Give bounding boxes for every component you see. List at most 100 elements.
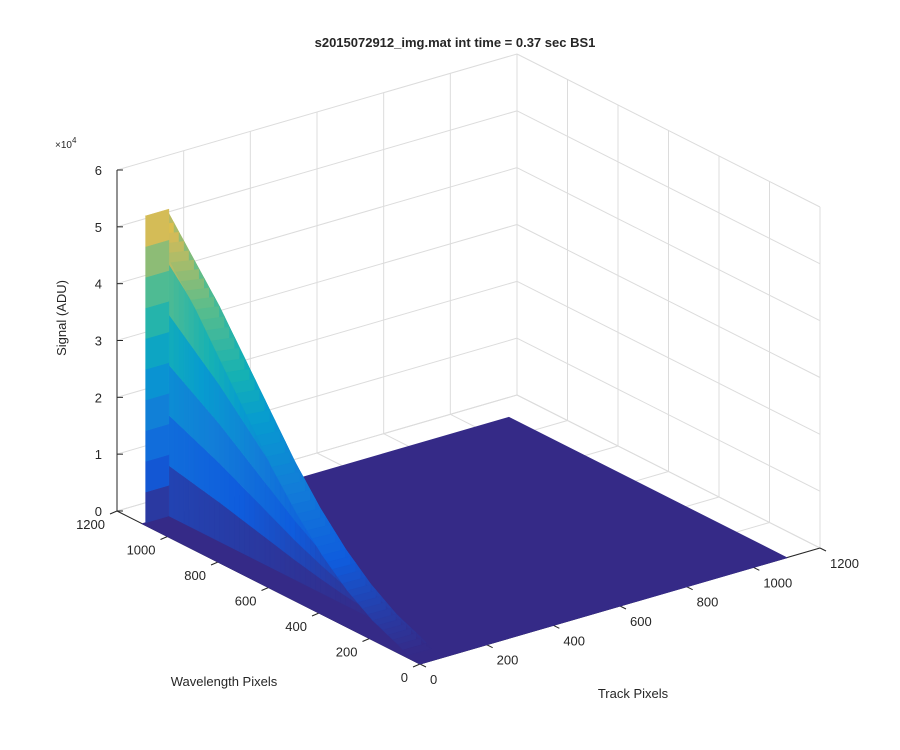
surface-side-patch <box>183 381 190 435</box>
z-tick-label: 6 <box>95 163 102 178</box>
y-tick-label: 600 <box>235 594 257 609</box>
surface-side-patch <box>239 483 245 523</box>
surface-side-patch <box>234 477 240 519</box>
surface-side-patch <box>239 517 245 555</box>
surface-side-patch <box>193 438 200 489</box>
surface-side-patch <box>183 476 190 527</box>
surface-side-patch <box>193 348 200 401</box>
surface-side-patch <box>173 419 180 474</box>
surface-side-patch <box>279 548 286 576</box>
z-tick-label: 4 <box>95 277 102 292</box>
surface-side-patch <box>209 494 215 540</box>
surface-side-patch <box>193 483 200 532</box>
y-tick-label: 400 <box>285 619 307 634</box>
x-tick-mark <box>753 566 760 571</box>
y-tick-label: 1000 <box>127 543 156 558</box>
surface-side-patch <box>219 462 225 507</box>
y-tick-mark <box>412 663 421 668</box>
x-tick-label: 600 <box>630 614 652 629</box>
surface-side-patch <box>168 313 175 372</box>
x-tick-label: 200 <box>497 653 519 668</box>
chart-title: s2015072912_img.mat int time = 0.37 sec … <box>315 35 596 50</box>
surface-side-patch <box>249 493 256 530</box>
surface-side-patch <box>168 263 175 323</box>
surface-side-patch <box>173 468 180 522</box>
surface-side-patch <box>193 393 200 445</box>
y-tick-mark <box>311 612 320 617</box>
surface-side-patch <box>173 370 180 426</box>
surface-side-patch <box>178 279 185 337</box>
surface-back-patch <box>145 208 170 247</box>
surface-side-patch <box>214 376 220 425</box>
y-tick-label: 0 <box>401 670 408 685</box>
surface-side-patch <box>244 521 250 558</box>
x-axis-label: Track Pixels <box>598 686 669 701</box>
surface-side-patch <box>204 362 210 413</box>
y-tick-mark <box>160 536 168 540</box>
z-tick-label: 0 <box>95 504 102 519</box>
surface-side-patch <box>426 642 432 649</box>
tick-labels: 0200400600800100012000200400600800100012… <box>76 163 859 687</box>
surface-side-patch <box>183 334 190 390</box>
surface-side-patch <box>229 436 235 480</box>
surface-side-patch <box>173 271 180 330</box>
z-tick-label: 2 <box>95 390 102 405</box>
surface-side-patch <box>198 399 205 450</box>
surface-side-patch <box>168 465 175 520</box>
x-tick-label: 400 <box>563 633 585 648</box>
surface-side-patch <box>178 472 185 525</box>
surface-side-patch <box>259 532 266 565</box>
surface-side-patch <box>224 467 230 511</box>
surface-side-patch <box>168 364 175 421</box>
surface-side-patch <box>214 498 220 542</box>
z-tick-label: 3 <box>95 334 102 349</box>
surface-side-patch <box>178 424 185 478</box>
surface-side-patch <box>254 528 261 563</box>
surface-side-patch <box>183 429 190 481</box>
surface-side-patch <box>198 355 205 407</box>
surface-side-patch <box>224 429 230 475</box>
surface-side-patch <box>214 457 220 503</box>
surface-side-patch <box>204 405 210 455</box>
surface-side-patch <box>234 442 240 485</box>
surface-side-patch <box>259 503 266 538</box>
x-tick-mark <box>619 605 627 610</box>
y-tick-mark <box>362 638 370 642</box>
surface-side-patch <box>269 540 276 571</box>
surface-side-patch <box>188 387 195 440</box>
surface-side-patch <box>274 544 281 573</box>
z-tick-label: 1 <box>95 447 102 462</box>
y-tick-label: 800 <box>184 568 206 583</box>
surface-side-patch <box>204 490 210 537</box>
x-tick-mark <box>553 624 560 629</box>
surface-side-patch <box>209 411 215 459</box>
surface-side-patch <box>209 453 215 500</box>
y-tick-label: 200 <box>336 645 358 660</box>
surface-side-patch <box>249 525 256 560</box>
surface-side-patch <box>168 414 175 470</box>
surface-side-patch <box>178 376 185 431</box>
x-tick-label: 800 <box>697 595 719 610</box>
surface-side-patch <box>244 488 250 527</box>
surface-side-patch <box>178 327 185 384</box>
surface-side-patch <box>219 501 225 545</box>
z-axis-label: Signal (ADU) <box>54 280 69 356</box>
y-tick-mark <box>109 510 118 515</box>
surface-side-patch <box>219 423 225 469</box>
surface-side-patch <box>188 479 195 530</box>
x-tick-label: 1000 <box>763 575 792 590</box>
surface-side-patch <box>188 433 195 485</box>
x-tick-mark <box>419 663 427 668</box>
surface-side-patch <box>188 341 195 396</box>
surface-side-patch <box>173 320 180 378</box>
y-tick-mark <box>210 561 219 566</box>
surface-side-patch <box>204 448 210 496</box>
surface-side-patch <box>264 536 271 568</box>
surface-side-patch <box>209 369 215 419</box>
surface-side-patch <box>183 287 190 344</box>
x-tick-mark <box>819 547 827 552</box>
z-tick-label: 5 <box>95 220 102 235</box>
surface-side-patch <box>214 417 220 464</box>
